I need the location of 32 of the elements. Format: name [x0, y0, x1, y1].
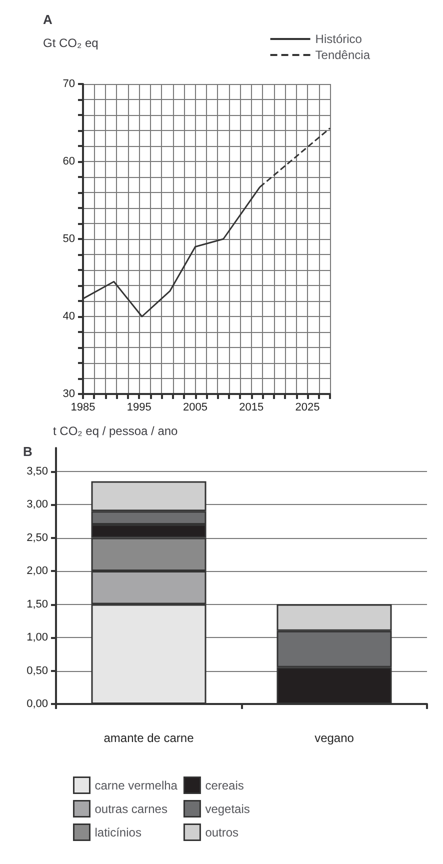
- x-tick-label: 2005: [183, 402, 208, 414]
- x-tick-label: 2015: [239, 402, 264, 414]
- legend-label: carne vermelha: [94, 778, 178, 792]
- legend-label: vegetais: [205, 802, 250, 816]
- chart-title: B: [23, 444, 32, 459]
- y-axis-title: t CO₂ eq / pessoa / ano: [53, 424, 178, 438]
- x-tick-label: 1985: [70, 402, 96, 414]
- y-tick-label: 50: [62, 233, 75, 245]
- y-axis-title: Gt CO₂ eq: [43, 36, 98, 50]
- y-tick-label: 3,50: [26, 465, 48, 478]
- x-tick-label: 1995: [126, 402, 152, 414]
- y-tick-label: 0,50: [26, 664, 48, 677]
- legend-label: laticínios: [94, 825, 142, 840]
- y-tick-label: 3,00: [26, 498, 48, 511]
- y-tick-label: 2,50: [26, 532, 48, 544]
- legend-label: Tendência: [315, 48, 370, 62]
- y-tick-label: 0,00: [26, 698, 48, 710]
- y-tick-label: 1,00: [26, 632, 48, 644]
- y-tick-label: 60: [62, 156, 75, 168]
- x-tick-label: vegano: [314, 731, 354, 745]
- legend-label: cereais: [205, 778, 244, 792]
- y-tick-label: 2,00: [26, 565, 48, 578]
- legend-label: outras carnes: [94, 802, 168, 816]
- x-tick-label: 2025: [295, 402, 320, 414]
- y-tick-label: 30: [62, 388, 75, 400]
- x-tick-label: amante de carne: [104, 731, 194, 745]
- chart-title: A: [43, 12, 53, 27]
- legend-label: outros: [205, 825, 239, 840]
- y-tick-label: 40: [62, 310, 75, 322]
- y-tick-label: 1,50: [26, 598, 48, 610]
- legend-label: Histórico: [315, 32, 362, 46]
- y-tick-label: 70: [62, 78, 75, 90]
